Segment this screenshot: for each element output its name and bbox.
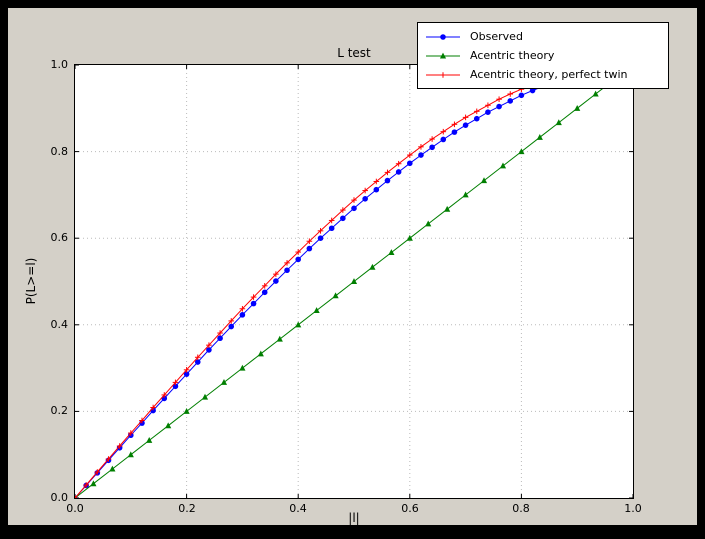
x-axis-label: |l| xyxy=(348,511,360,525)
legend-entry-acentric-theory: Acentric theory xyxy=(424,46,662,65)
y-tick-label: 0.6 xyxy=(50,231,69,244)
x-tick-label: 1.0 xyxy=(624,502,642,515)
legend-line-icon xyxy=(426,33,460,40)
legend-label: Acentric theory, perfect twin xyxy=(470,68,628,81)
x-tick-label: 0.8 xyxy=(512,502,530,515)
y-tick-label: 0.2 xyxy=(50,404,69,417)
y-tick-label: 0.0 xyxy=(50,491,69,504)
y-tick-label: 0.4 xyxy=(50,318,69,331)
figure-canvas: L test 0.0 0.2 0.4 0.6 0.8 1.0 0.0 0.2 0… xyxy=(8,8,697,525)
plot-area xyxy=(74,64,634,499)
y-axis-label: P(L>=l) xyxy=(24,257,38,305)
y-tick-label: 1.0 xyxy=(50,58,69,71)
legend-label: Acentric theory xyxy=(470,49,555,62)
x-tick-label: 0.0 xyxy=(66,502,84,515)
legend-entry-perfect-twin: Acentric theory, perfect twin xyxy=(424,65,662,84)
x-tick-label: 0.6 xyxy=(401,502,419,515)
legend: Observed Acentric theory Acentric theory… xyxy=(417,22,669,89)
legend-entry-observed: Observed xyxy=(424,27,662,46)
x-tick-label: 0.4 xyxy=(289,502,307,515)
chart-canvas xyxy=(75,65,633,498)
y-tick-label: 0.8 xyxy=(50,145,69,158)
legend-line-icon xyxy=(426,52,460,59)
chart-title: L test xyxy=(337,46,371,60)
x-tick-label: 0.2 xyxy=(178,502,196,515)
legend-label: Observed xyxy=(470,30,523,43)
legend-line-icon xyxy=(426,71,460,78)
